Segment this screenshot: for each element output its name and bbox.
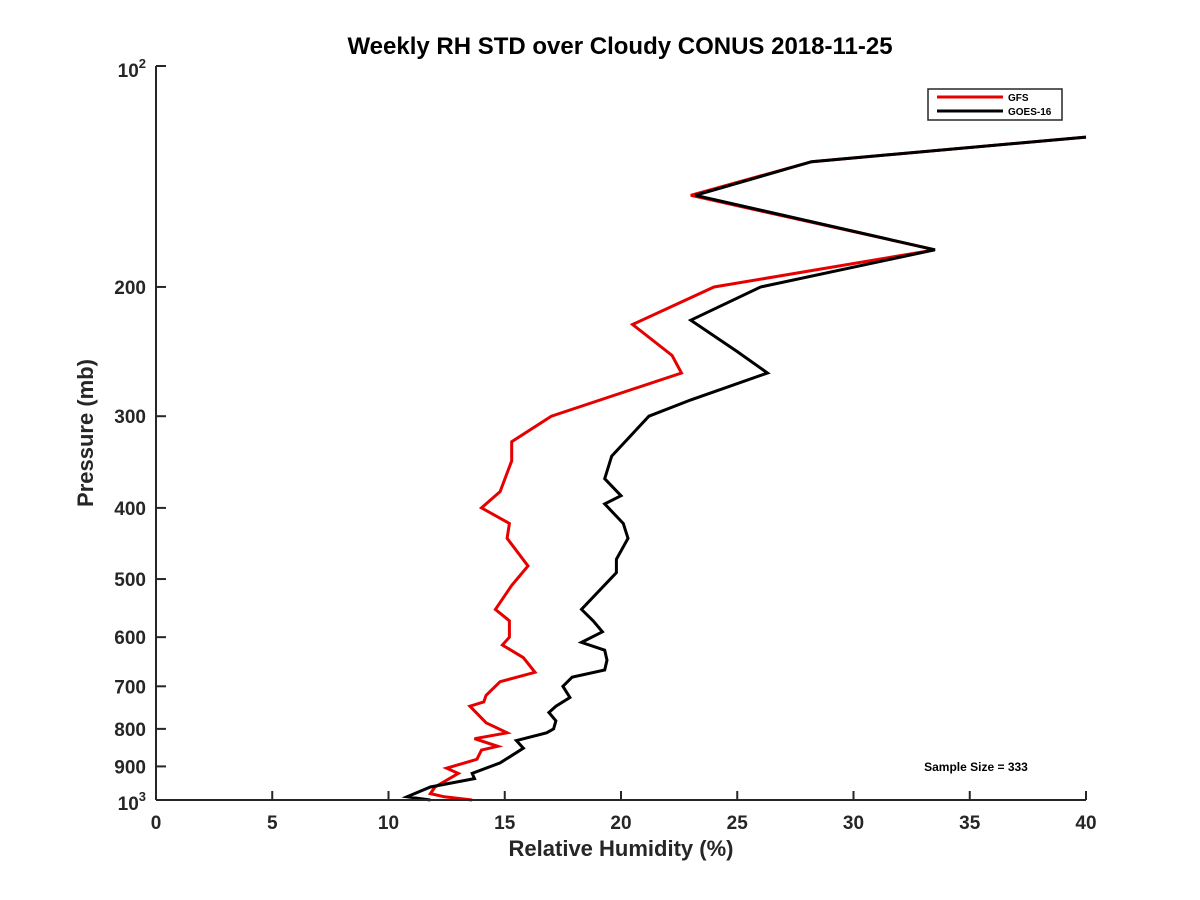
y-tick-label-top-exp: 2 xyxy=(139,56,146,71)
x-tick-label: 5 xyxy=(267,813,278,834)
x-tick-label: 25 xyxy=(727,813,749,834)
y-tick-label-top: 102 xyxy=(118,56,146,82)
y-tick-label: 800 xyxy=(114,720,146,741)
y-axis-ticks: 200 300 400 500 600 700 800 900 xyxy=(114,65,166,801)
y-tick-label: 300 xyxy=(114,407,146,428)
y-tick-label-bottom: 103 xyxy=(118,789,146,815)
series-line-gfs xyxy=(427,135,1087,802)
y-tick-label-bottom-exp: 3 xyxy=(139,789,146,804)
y-tick-label: 500 xyxy=(114,570,146,591)
x-tick-label: 20 xyxy=(610,813,631,834)
y-tick-label-top-base: 10 xyxy=(118,61,139,82)
y-axis-label: Pressure (mb) xyxy=(73,359,98,507)
legend-box xyxy=(927,88,1063,121)
legend-label-goes16: GOES-16 xyxy=(1008,107,1052,118)
sample-size-annotation: Sample Size = 333 xyxy=(924,760,1028,774)
x-tick-label: 0 xyxy=(151,813,162,834)
x-tick-label: 35 xyxy=(959,813,981,834)
x-tick-label: 10 xyxy=(378,813,399,834)
x-axis-ticks: 0 5 10 15 20 25 30 35 40 xyxy=(151,791,1097,834)
y-tick-label: 400 xyxy=(114,499,146,520)
y-tick-label: 900 xyxy=(114,757,146,778)
y-tick-label: 600 xyxy=(114,628,146,649)
x-axis-label: Relative Humidity (%) xyxy=(509,836,734,861)
x-tick-label: 30 xyxy=(843,813,864,834)
plot-lines xyxy=(401,135,1087,802)
x-tick-label: 15 xyxy=(494,813,516,834)
y-tick-label-bottom-base: 10 xyxy=(118,794,139,815)
series-line-goes16 xyxy=(401,135,1087,802)
y-tick-label: 200 xyxy=(114,278,146,299)
legend-label-gfs: GFS xyxy=(1008,93,1029,104)
y-tick-label: 700 xyxy=(114,677,146,698)
x-tick-label: 40 xyxy=(1075,813,1096,834)
chart-title: Weekly RH STD over Cloudy CONUS 2018-11-… xyxy=(347,33,892,60)
legend: GFS GOES-16 xyxy=(927,88,1063,121)
